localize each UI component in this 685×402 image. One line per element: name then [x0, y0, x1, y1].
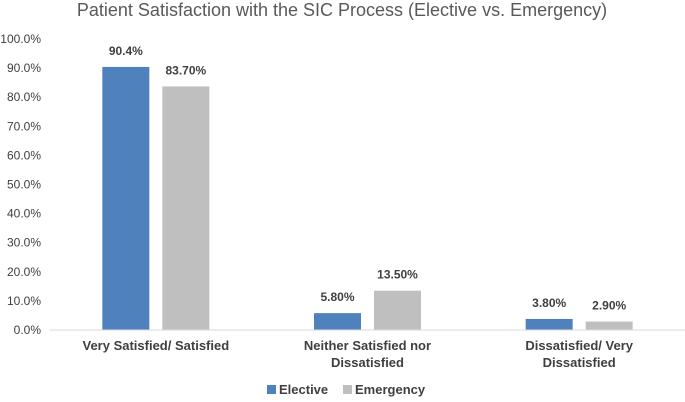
bar-elective — [314, 313, 361, 330]
y-tick-label: 40.0% — [7, 207, 41, 221]
x-tick-label: Very Satisfied/ Satisfied — [82, 338, 229, 353]
x-tick-label: Dissatisfied — [543, 355, 616, 370]
legend: Elective Emergency — [267, 382, 426, 397]
x-tick-label: Dissatisfied/ Very — [525, 338, 633, 353]
bar-emergency — [374, 290, 421, 330]
data-label: 3.80% — [532, 296, 566, 310]
data-label: 13.50% — [377, 268, 418, 282]
y-tick-label: 70.0% — [7, 119, 41, 133]
y-tick-label: 20.0% — [7, 265, 41, 279]
y-tick-label: 0.0% — [14, 323, 42, 337]
legend-swatch-elective — [267, 385, 276, 394]
legend-swatch-emergency — [343, 385, 352, 394]
y-tick-label: 90.0% — [7, 61, 41, 75]
chart-title: Patient Satisfaction with the SIC Proces… — [77, 0, 607, 20]
data-label: 2.90% — [592, 299, 626, 313]
legend-label-elective: Elective — [279, 382, 328, 397]
data-label: 83.70% — [165, 63, 206, 77]
legend-label-emergency: Emergency — [355, 382, 426, 397]
x-axis: Very Satisfied/ Satisfied Neither Satisfi… — [50, 329, 685, 370]
y-tick-label: 30.0% — [7, 236, 41, 250]
bar-emergency — [585, 321, 633, 330]
data-label: 90.4% — [109, 44, 143, 58]
bars: 90.4% 83.70% 5.80% 13.50% 3.80% 2.90% — [102, 44, 633, 330]
bar-elective — [525, 318, 573, 330]
y-tick-label: 50.0% — [7, 178, 41, 192]
y-tick-label: 10.0% — [7, 294, 41, 308]
x-tick-label: Neither Satisfied nor — [304, 338, 431, 353]
x-tick-label: Dissatisfied — [331, 355, 404, 370]
data-label: 5.80% — [320, 290, 354, 304]
bar-elective — [102, 66, 150, 330]
y-axis: 0.0% 10.0% 20.0% 30.0% 40.0% 50.0% 60.0% 70.0% 8… — [0, 32, 41, 337]
y-tick-label: 60.0% — [7, 148, 41, 162]
y-tick-label: 100.0% — [0, 32, 41, 46]
y-tick-label: 80.0% — [7, 90, 41, 104]
bar-emergency — [162, 86, 210, 330]
